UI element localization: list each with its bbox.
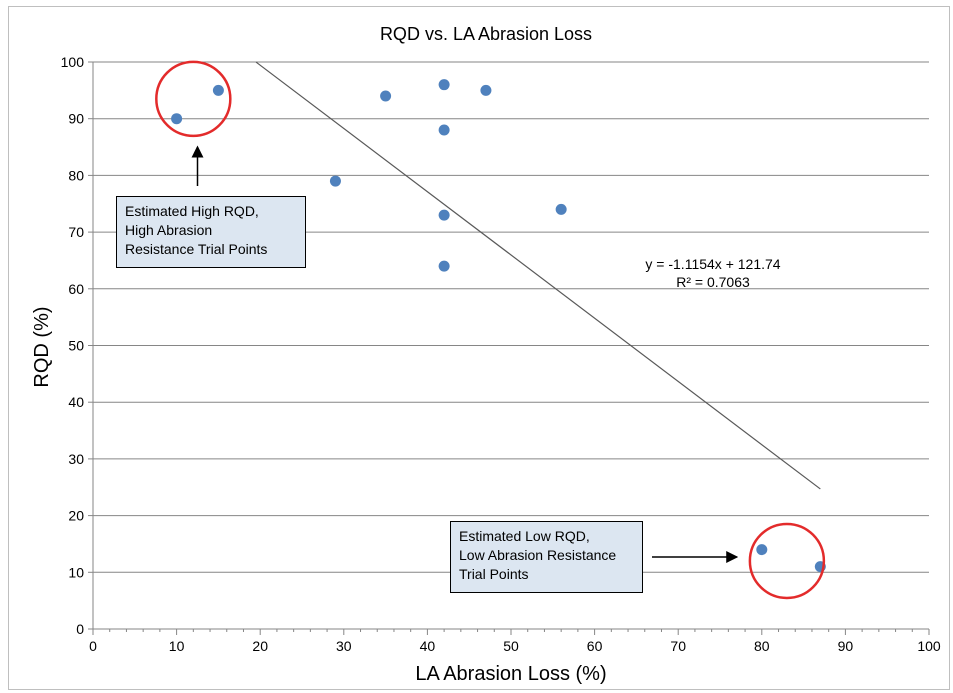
x-tick-label: 60 <box>587 638 603 654</box>
data-point <box>212 84 224 96</box>
annotation-high-rqd: Estimated High RQD, High Abrasion Resist… <box>116 196 306 268</box>
axes: 0 10 20 30 40 50 60 70 80 90 100 0 10 20 30 40 50 60 70 80 9… <box>61 54 941 654</box>
y-tick-label: 10 <box>68 564 84 580</box>
x-tick-label: 40 <box>420 638 436 654</box>
y-tick-label: 70 <box>68 224 84 240</box>
x-tick-label: 30 <box>336 638 352 654</box>
y-tick-label: 60 <box>68 281 84 297</box>
y-tick-label: 0 <box>76 621 84 637</box>
data-point <box>380 90 392 102</box>
y-tick-label: 30 <box>68 451 84 467</box>
y-tick-label: 40 <box>68 394 84 410</box>
data-point <box>438 124 450 136</box>
x-tick-label: 0 <box>89 638 97 654</box>
x-tick-label: 90 <box>838 638 854 654</box>
data-point <box>438 260 450 272</box>
trendline <box>255 61 821 490</box>
data-point <box>438 79 450 91</box>
chart-title: RQD vs. LA Abrasion Loss <box>380 24 592 44</box>
data-point <box>756 544 768 556</box>
data-point <box>555 203 567 215</box>
y-tick-label: 80 <box>68 167 84 183</box>
y-tick-label: 90 <box>68 111 84 127</box>
data-point <box>438 209 450 221</box>
trendline-equation: y = -1.1154x + 121.74 <box>645 256 781 272</box>
x-tick-label: 100 <box>917 638 941 654</box>
data-points <box>171 79 826 573</box>
x-tick-label: 10 <box>169 638 185 654</box>
annotation-low-rqd: Estimated Low RQD, Low Abrasion Resistan… <box>450 521 643 593</box>
y-tick-label: 50 <box>68 338 84 354</box>
x-tick-label: 20 <box>252 638 268 654</box>
highlight-circles <box>155 60 826 600</box>
x-tick-label: 80 <box>754 638 770 654</box>
data-point <box>329 175 341 187</box>
annotation-arrows <box>191 145 739 563</box>
y-axis-label: RQD (%) <box>31 306 53 387</box>
x-axis-label: LA Abrasion Loss (%) <box>415 663 606 685</box>
x-tick-label: 70 <box>670 638 686 654</box>
highlight-circle-0 <box>155 60 232 138</box>
trendline-group <box>255 61 821 490</box>
gridlines <box>93 61 929 573</box>
trendline-r2: R² = 0.7063 <box>676 274 750 290</box>
data-point <box>480 84 492 96</box>
highlight-circle-1 <box>748 522 826 600</box>
x-tick-label: 50 <box>503 638 519 654</box>
y-tick-label: 100 <box>61 54 85 70</box>
data-point <box>171 113 183 125</box>
y-tick-label: 20 <box>68 508 84 524</box>
